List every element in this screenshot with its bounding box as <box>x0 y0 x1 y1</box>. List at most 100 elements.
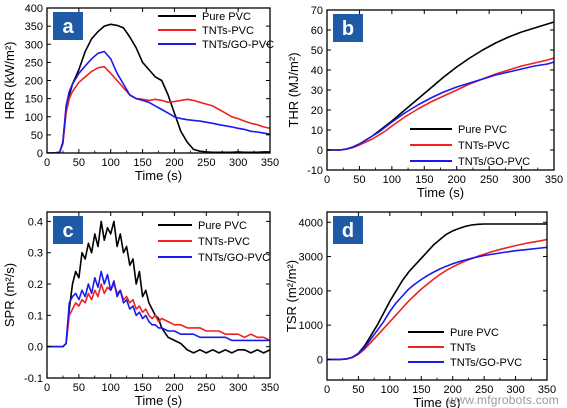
x-tick-label: 200 <box>444 384 462 396</box>
x-tick-label: 0 <box>324 384 330 396</box>
y-tick-label: 0 <box>37 148 43 160</box>
legend-label-d-2: TNTs/GO-PVC <box>450 357 522 369</box>
panel-badge-label-b: b <box>342 18 354 40</box>
panel-badge-b <box>333 14 363 42</box>
series-line-c-0 <box>47 220 270 354</box>
x-tick-label: 300 <box>229 382 247 394</box>
x-tick-label: 300 <box>506 384 524 396</box>
series-line-b-2 <box>327 61 554 151</box>
y-tick-label: 0.4 <box>28 216 43 228</box>
series-line-c-1 <box>47 283 270 348</box>
x-tick-label: 100 <box>102 382 120 394</box>
y-tick-label: 250 <box>25 57 43 69</box>
y-tick-label: 0 <box>317 145 323 157</box>
x-tick-label: 50 <box>353 174 365 186</box>
x-axis-label-b: Time (s) <box>417 185 464 200</box>
x-axis-label-d: Time (s) <box>413 395 460 408</box>
x-tick-label: 100 <box>383 174 401 186</box>
y-tick-label: 50 <box>311 45 323 57</box>
legend-label-d-0: Pure PVC <box>450 327 499 339</box>
x-tick-label: 100 <box>102 157 120 169</box>
y-tick-label: 70 <box>311 5 323 17</box>
y-tick-label: 4000 <box>299 217 323 229</box>
x-tick-label: 0 <box>324 174 330 186</box>
y-tick-label: 0.3 <box>28 248 43 260</box>
x-tick-label: 100 <box>381 384 399 396</box>
panel-badge-label-a: a <box>62 16 74 38</box>
series-line-c-2 <box>47 270 270 348</box>
x-tick-label: 300 <box>229 157 247 169</box>
series-line-d-0 <box>327 223 547 361</box>
x-tick-label: 50 <box>73 157 85 169</box>
y-tick-label: 350 <box>25 21 43 33</box>
y-tick-label: 20 <box>311 105 323 117</box>
series-line-d-2 <box>327 246 547 361</box>
y-tick-label: -10 <box>307 165 323 177</box>
legend-label-a-2: TNTs/GO-PVC <box>202 39 274 51</box>
x-axis-label-a: Time (s) <box>135 168 182 183</box>
x-tick-label: 150 <box>133 382 151 394</box>
y-tick-label: 400 <box>25 3 43 15</box>
y-tick-label: 50 <box>31 130 43 142</box>
x-tick-label: 200 <box>165 382 183 394</box>
panel-a: 0 50 100 150 200 250 300 350 0 50 100 150 200 250 300 3… <box>2 3 279 183</box>
watermark: www.mfgrobots.com <box>447 393 559 407</box>
legend-label-a-0: Pure PVC <box>202 11 251 23</box>
x-axis-label-c: Time (s) <box>135 393 182 408</box>
legend-label-c-0: Pure PVC <box>198 220 247 232</box>
panel-badge-a <box>53 12 83 40</box>
y-tick-label: 60 <box>311 25 323 37</box>
panel-c: 0 50 100 150 200 250 300 350 -0.1 0.0 0.1 0.2 0.3 0.4… <box>2 211 279 408</box>
legend-label-b-0: Pure PVC <box>458 124 507 136</box>
y-tick-label: 0 <box>317 354 323 366</box>
y-tick-label: 200 <box>25 76 43 88</box>
panel-badge-c <box>53 216 83 244</box>
x-tick-label: 0 <box>44 382 50 394</box>
x-tick-label: 350 <box>538 384 556 396</box>
x-tick-label: 250 <box>480 174 498 186</box>
y-tick-label: 0.1 <box>28 310 43 322</box>
series-line-b-1 <box>327 57 554 151</box>
y-axis-label-c: SPR (m²/s) <box>2 263 17 327</box>
x-tick-label: 250 <box>197 157 215 169</box>
x-tick-label: 200 <box>448 174 466 186</box>
x-tick-label: 200 <box>165 157 183 169</box>
series-line-a-1 <box>47 65 270 153</box>
x-tick-label: 350 <box>261 157 279 169</box>
y-tick-label: 300 <box>25 39 43 51</box>
panel-badge-label-d: d <box>342 220 354 242</box>
x-tick-label: 350 <box>545 174 563 186</box>
x-tick-label: 0 <box>44 157 50 169</box>
x-tick-label: 50 <box>352 384 364 396</box>
y-tick-label: 2000 <box>299 286 323 298</box>
legend-label-b-2: TNTs/GO-PVC <box>458 156 530 168</box>
legend-label-a-1: TNTs-PVC <box>202 25 254 37</box>
y-tick-label: 0.2 <box>28 279 43 291</box>
x-tick-label: 250 <box>197 382 215 394</box>
y-tick-label: 1000 <box>299 320 323 332</box>
y-tick-label: 100 <box>25 112 43 124</box>
legend-label-b-1: TNTs-PVC <box>458 140 510 152</box>
y-axis-label-b: THR (MJ/m²) <box>286 52 301 127</box>
x-tick-label: 250 <box>475 384 493 396</box>
x-tick-label: 150 <box>133 157 151 169</box>
series-line-a-2 <box>47 50 270 153</box>
legend-label-c-1: TNTs-PVC <box>198 236 250 248</box>
panel-badge-label-c: c <box>62 220 73 242</box>
y-tick-label: 0.0 <box>28 342 43 354</box>
y-tick-label: -0.1 <box>24 373 43 385</box>
x-tick-label: 150 <box>415 174 433 186</box>
y-tick-label: 40 <box>311 65 323 77</box>
panel-d: 0 50 100 150 200 250 300 350 0 1000 2000 3000 4000 Ti… <box>284 211 556 408</box>
series-line-d-1 <box>327 238 547 361</box>
y-tick-label: 10 <box>311 125 323 137</box>
y-tick-label: 30 <box>311 85 323 97</box>
legend-label-d-1: TNTs <box>450 342 476 354</box>
x-tick-label: 300 <box>512 174 530 186</box>
x-tick-label: 350 <box>261 382 279 394</box>
y-axis-label-a: HRR (kW/m²) <box>2 42 17 120</box>
y-tick-label: 150 <box>25 94 43 106</box>
legend-label-c-2: TNTs/GO-PVC <box>198 252 270 264</box>
panel-badge-d <box>333 216 363 244</box>
